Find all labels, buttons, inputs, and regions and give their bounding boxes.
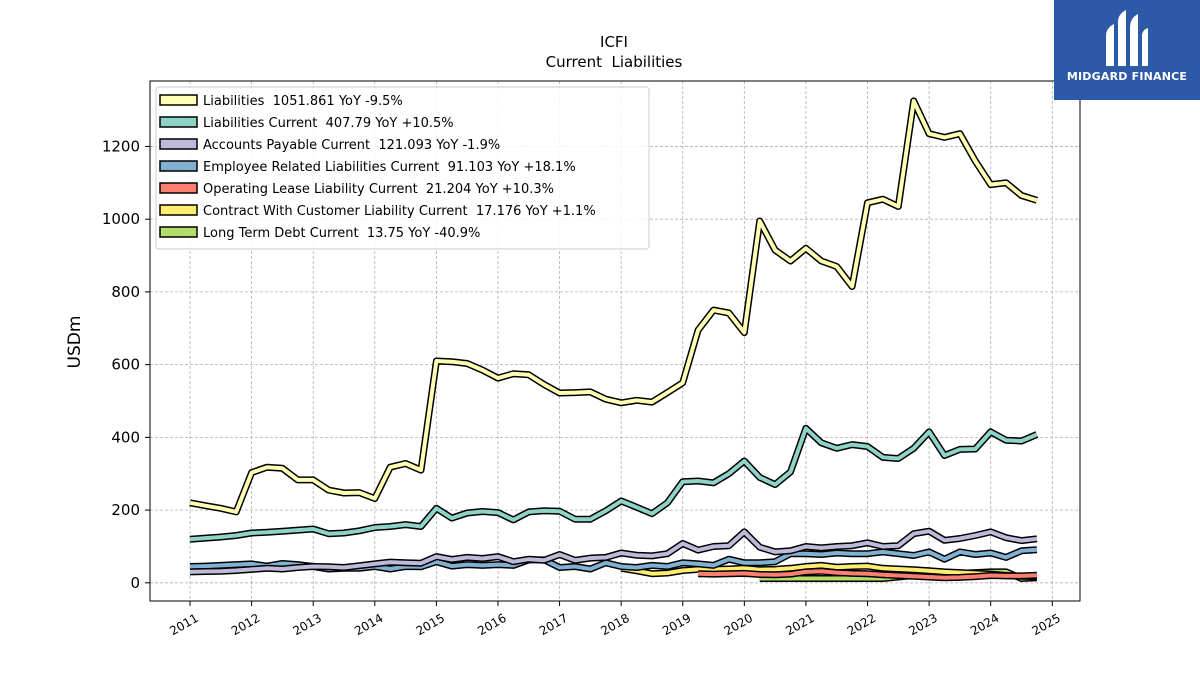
series-line-liabilities-yoy [189,99,1038,514]
plot-frame [149,80,1081,602]
legend-swatch [159,116,198,128]
legend-swatch [159,160,198,172]
legend-entry: Operating Lease Liability Current 21.204… [203,182,554,197]
x-tick-label: 2022 [845,611,878,638]
y-tick-label: 1000 [102,210,140,228]
midgard-logo-icon [1106,10,1148,66]
x-tick-label: 2019 [660,611,693,638]
x-tick-label: 2014 [352,611,385,638]
x-tick-label: 2024 [968,611,1001,638]
legend-entry: Liabilities 1051.861 YoY -9.5% [203,94,403,109]
legend-swatch [159,226,198,238]
chart-title: ICFI [600,33,628,51]
legend-entry: Contract With Customer Liability Current… [203,204,596,219]
y-axis-label: USDm [65,316,85,369]
legend-entry: Accounts Payable Current 121.093 YoY -1.… [203,138,500,153]
x-tick-label: 2017 [537,611,570,638]
legend-entry: Liabilities Current 407.79 YoY +10.5% [203,116,454,131]
brand-logo: MIDGARD FINANCE [1054,0,1200,100]
y-tick-label: 0 [130,574,140,592]
legend: Liabilities 1051.861 YoY -9.5% Liabilitie… [155,86,650,250]
legend-swatch [159,204,198,216]
x-tick-label: 2012 [229,611,262,638]
legend-box [155,86,650,250]
x-tick-label: 2013 [290,611,323,638]
x-tick-label: 2025 [1030,611,1063,638]
x-tick-label: 2018 [598,611,631,638]
x-tick-label: 2015 [414,611,447,638]
series-line-liabilities-current-yoy [189,426,1038,542]
brand-name: MIDGARD FINANCE [1066,70,1188,83]
series-line-contract-with-customer-liability [620,563,1037,579]
y-tick-label: 600 [111,356,140,374]
series-line-operating-lease-liability-current [698,569,1037,580]
y-tick-label: 1200 [102,137,140,155]
y-tick-label: 400 [111,428,140,446]
x-tick-label: 2021 [783,611,816,638]
x-tick-label: 2016 [475,611,508,638]
x-tick-label: 2023 [906,611,939,638]
series-lines [189,97,1039,582]
legend-swatch [159,94,198,106]
series-line-accounts-payable-current-yoy [189,529,1038,574]
legend-swatch [159,182,198,194]
y-tick-label: 200 [111,501,140,519]
legend-entry: Long Term Debt Current 13.75 YoY -40.9% [203,226,480,241]
chart-subtitle: Current Liabilities [546,53,683,71]
x-tick-label: 2011 [167,611,200,638]
legend-swatch [159,138,198,150]
x-tick-label: 2020 [722,611,755,638]
y-tick-label: 800 [111,283,140,301]
legend-entry: Employee Related Liabilities Current 91.… [203,160,576,175]
